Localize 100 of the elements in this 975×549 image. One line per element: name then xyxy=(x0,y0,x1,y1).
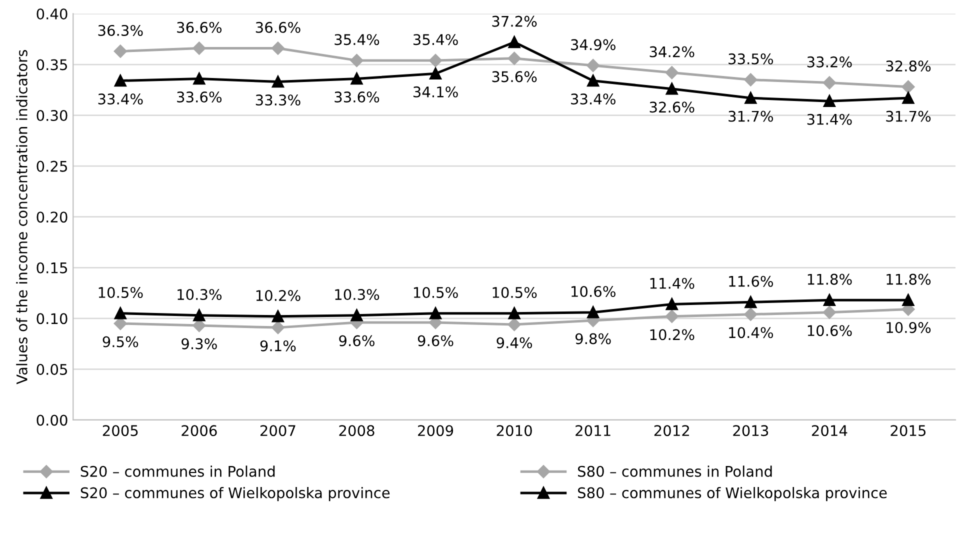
data-label: 10.5% xyxy=(98,286,143,298)
data-label: 9.4% xyxy=(496,337,532,348)
data-label: 32.8% xyxy=(886,60,931,72)
x-tick-label: 2013 xyxy=(733,425,768,436)
data-label: 10.6% xyxy=(808,325,852,336)
y-tick-label: 0.15 xyxy=(36,262,67,274)
data-label: 11.8% xyxy=(808,274,852,285)
data-label: 31.7% xyxy=(728,110,774,122)
data-label: 33.6% xyxy=(334,91,380,103)
x-tick-label: 2005 xyxy=(102,425,138,436)
point xyxy=(586,59,600,72)
point xyxy=(192,319,206,332)
point xyxy=(429,54,442,67)
y-tick-label: 0.05 xyxy=(36,364,67,375)
legend-label: S80 – communes in Poland xyxy=(578,466,772,477)
y-tick-label: 0.10 xyxy=(36,313,68,324)
data-label: 37.2% xyxy=(492,16,537,27)
y-tick-label: 0.35 xyxy=(36,59,67,70)
data-label: 10.6% xyxy=(572,286,616,297)
data-label: 31.7% xyxy=(886,110,931,122)
data-label: 10.9% xyxy=(886,322,931,334)
point xyxy=(902,92,914,104)
data-label: 33.6% xyxy=(177,91,222,103)
data-label: 9.3% xyxy=(182,338,217,350)
point xyxy=(587,306,599,318)
point xyxy=(430,307,442,320)
point xyxy=(665,310,678,323)
data-label: 33.3% xyxy=(256,94,300,106)
point xyxy=(272,42,284,55)
data-label: 32.6% xyxy=(650,102,694,113)
point xyxy=(666,298,678,310)
point xyxy=(902,80,915,94)
data-label: 10.5% xyxy=(414,286,458,298)
point xyxy=(823,306,836,319)
point xyxy=(744,92,757,104)
point xyxy=(744,296,757,308)
data-label: 35.4% xyxy=(334,34,380,46)
data-label: 36.3% xyxy=(98,24,143,36)
point xyxy=(508,318,521,331)
x-tick-label: 2006 xyxy=(182,425,217,436)
data-label: 35.6% xyxy=(492,71,537,82)
point xyxy=(824,294,836,306)
data-label: 9.8% xyxy=(575,333,611,344)
y-tick-label: 0.30 xyxy=(36,110,68,122)
y-tick-label: 0.00 xyxy=(36,414,68,426)
point xyxy=(665,66,678,80)
point xyxy=(272,321,284,334)
point xyxy=(272,76,284,88)
point xyxy=(508,36,520,48)
x-tick-label: 2011 xyxy=(576,425,610,436)
point xyxy=(350,72,363,85)
point xyxy=(114,307,126,320)
point xyxy=(272,310,284,322)
data-label: 31.4% xyxy=(807,114,852,125)
point xyxy=(666,82,678,95)
y-axis-title: Values of the income concentration indicators xyxy=(16,50,28,384)
data-label: 11.4% xyxy=(650,278,694,289)
point xyxy=(350,309,363,322)
x-tick-label: 2009 xyxy=(418,425,454,436)
point xyxy=(902,294,914,306)
data-label: 9.1% xyxy=(260,340,296,352)
x-tick-label: 2007 xyxy=(260,425,296,436)
point xyxy=(193,309,206,322)
point xyxy=(114,74,126,87)
point xyxy=(508,52,521,65)
x-tick-label: 2015 xyxy=(890,425,926,436)
data-label: 33.2% xyxy=(807,56,852,68)
data-label: 34.1% xyxy=(413,86,458,98)
x-tick-label: 2014 xyxy=(812,425,848,436)
data-label: 36.6% xyxy=(177,22,222,33)
point xyxy=(114,317,127,330)
point xyxy=(430,68,442,80)
x-tick-label: 2008 xyxy=(339,425,374,436)
data-label: 9.6% xyxy=(339,335,374,346)
legend-label: S80 – communes of Wielkopolska province xyxy=(578,487,887,502)
data-label: 33.4% xyxy=(571,94,616,105)
data-label: 34.2% xyxy=(650,46,694,58)
x-tick-label: 2010 xyxy=(496,425,532,436)
legend-label: S20 – communes in Poland xyxy=(80,466,275,477)
x-tick-label: 2012 xyxy=(654,425,689,436)
point xyxy=(587,74,599,87)
point xyxy=(824,95,836,107)
point xyxy=(823,76,836,90)
y-tick-label: 0.40 xyxy=(36,8,68,20)
legend-label: S20 – communes of Wielkopolska province xyxy=(80,487,390,502)
data-label: 33.4% xyxy=(98,94,143,105)
y-tick-label: 0.25 xyxy=(36,160,67,172)
data-label: 35.4% xyxy=(413,34,458,46)
y-tick-label: 0.20 xyxy=(36,212,68,223)
point xyxy=(508,307,520,320)
data-label: 9.6% xyxy=(418,335,454,346)
data-label: 9.5% xyxy=(102,336,138,348)
point xyxy=(114,44,127,58)
data-label: 10.3% xyxy=(178,289,222,300)
data-label: 11.8% xyxy=(886,274,931,285)
point xyxy=(350,54,364,67)
data-label: 34.9% xyxy=(571,39,616,50)
data-label: 11.6% xyxy=(729,276,774,287)
point xyxy=(744,73,758,86)
data-label: 10.2% xyxy=(650,329,694,340)
